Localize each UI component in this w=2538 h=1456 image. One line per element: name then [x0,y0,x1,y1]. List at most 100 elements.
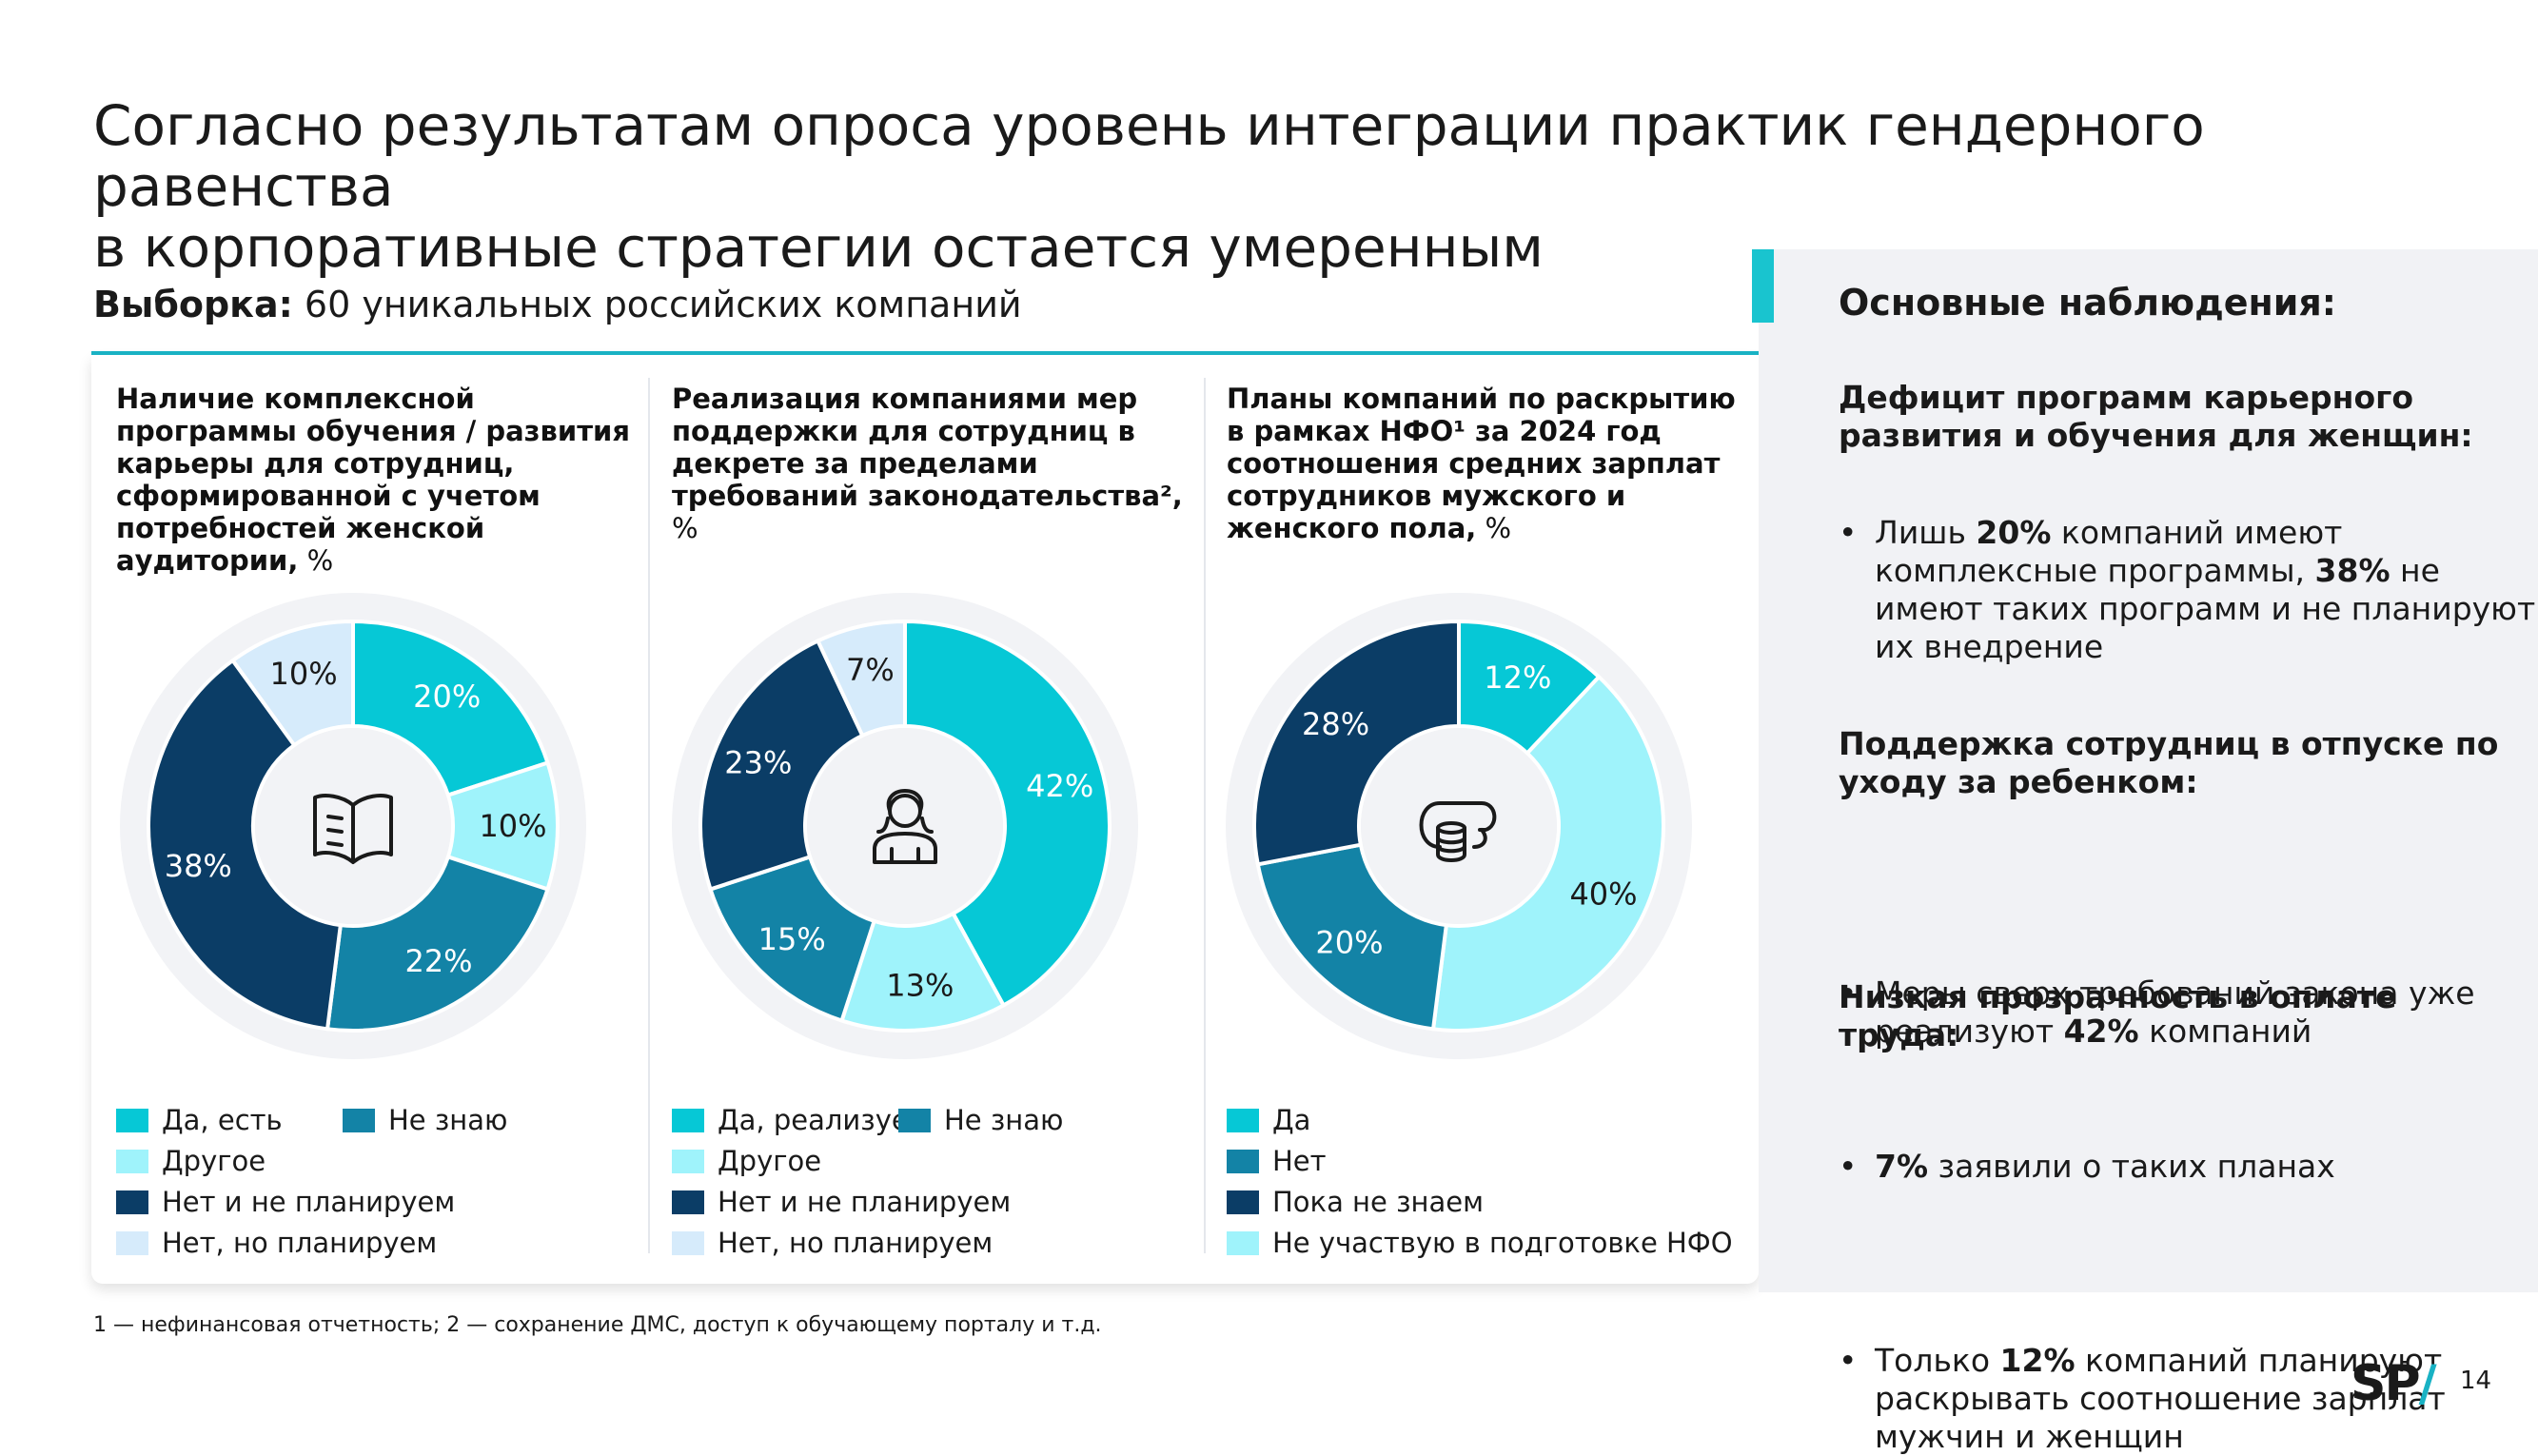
sample-text: 60 уникальных российских компаний [292,284,1022,325]
legend-label: Нет и не планируем [162,1186,456,1218]
legend-label: Пока не знаем [1272,1186,1484,1218]
chart3-title-text: Планы компаний по раскрытию в рамках НФО… [1227,383,1736,544]
slice-value-label: 20% [1315,924,1383,960]
legend-swatch [1227,1109,1259,1132]
legend-item: Нет и не планируем [672,1186,1011,1218]
legend-item: Да, реализуем [672,1104,930,1136]
text: заявили о таких планах [1928,1148,2335,1185]
chart1-title: Наличие комплексной программы обучения /… [116,383,630,577]
donut-slice [815,619,907,738]
chart2-legend: Да, реализуем Не знаю Другое Нет и не плани… [672,1104,1205,1266]
donut-slice [1252,619,1461,867]
chart1-title-text: Наличие комплексной программы обучения /… [116,383,630,577]
legend-label: Не знаю [388,1104,508,1136]
text: Только [1875,1342,2000,1379]
book-icon [313,794,393,864]
legend-swatch [116,1150,148,1173]
observation-bullet: Меры сверх требований закона уже реализу… [1839,974,2538,1051]
legend-swatch [1227,1231,1259,1255]
slice-value-label: 10% [479,808,546,844]
slice-value-label: 7% [846,652,895,688]
observation-heading-2: Поддержка сотрудниц в отпуске по уходу з… [1839,725,2499,800]
observation-bullet: 7% заявили о таких планах [1839,1148,2538,1186]
observations-accent-bar [1752,249,1774,323]
page-number: 14 [2460,1367,2492,1395]
observation-heading-3: Низкая прозрачность в оплате труда: [1839,978,2397,1053]
legend-swatch [672,1109,704,1132]
legend-label: Нет, но планируем [162,1227,438,1259]
legend-swatch [116,1109,148,1132]
highlight-value: 20% [1976,514,2052,551]
column-divider [648,378,650,1253]
legend-label: Не знаю [944,1104,1064,1136]
page-title-line1: Согласно результатам опроса уровень инте… [93,93,2205,219]
chart1-donut: 20% 10% 22% 38% 10% [120,593,586,1059]
legend-item: Не знаю [898,1104,1063,1136]
chart3-legend: Да Нет Пока не знаем Не участвую в подготов… [1227,1104,1760,1266]
legend-swatch [898,1109,931,1132]
legend-item: Пока не знаем [1227,1186,1484,1218]
donut-slice [1430,674,1665,1033]
logo-text: SP [2351,1355,2421,1412]
legend-item: Другое [116,1145,266,1177]
legend-label: Нет и не планируем [718,1186,1012,1218]
legend-swatch [1227,1190,1259,1214]
coins-icon [1419,801,1497,862]
legend-swatch [672,1231,704,1255]
legend-label: Да, есть [162,1104,283,1136]
slice-value-label: 20% [413,679,481,715]
text: Лишь [1875,514,1977,551]
chart2-title-unit: % [672,512,698,544]
legend-item: Нет, но планируем [672,1227,993,1259]
legend-swatch [1227,1150,1259,1173]
legend-swatch [672,1150,704,1173]
slice-value-label: 13% [886,967,954,1003]
chart3-donut: 12% 40% 20% 28% [1226,593,1692,1059]
legend-swatch [116,1190,148,1214]
legend-label: Другое [718,1145,822,1177]
donut-slice [903,619,1112,1009]
observations-title: Основные наблюдения: [1839,282,2337,324]
legend-swatch [116,1231,148,1255]
text: компаний имеют комплексные программы, [1875,514,2343,589]
observations-panel [1759,249,2538,1292]
donut-slice [351,619,550,798]
chart1-legend: Да, есть Не знаю Другое Нет и не планируем Н… [116,1104,649,1266]
column-divider [1204,378,1206,1253]
legend-swatch [672,1190,704,1214]
slice-value-label: 10% [270,656,338,692]
page-title-line2: в корпоративные стратегии остается умере… [93,215,1544,280]
slice-value-label: 38% [165,848,232,884]
highlight-value: 38% [2314,552,2390,589]
legend-item: Не знаю [343,1104,507,1136]
slice-value-label: 12% [1484,659,1551,696]
legend-label: Да, реализуем [718,1104,930,1136]
highlight-value: 42% [2063,1013,2139,1050]
donut-center [1361,728,1557,924]
chart2-title-text: Реализация компаниями мер поддержки для … [672,383,1183,512]
slice-value-label: 40% [1569,876,1637,913]
legend-label: Нет, но планируем [718,1227,994,1259]
chart2-donut: 42% 13% 15% 23% 7% [672,593,1138,1059]
chart2-title: Реализация компаниями мер поддержки для … [672,383,1186,544]
chart1-title-unit: % [298,544,334,577]
sample-caption: Выборка: 60 уникальных российских компан… [93,282,1022,327]
legend-item: Да [1227,1104,1310,1136]
donut-slice [325,854,550,1033]
highlight-value: 12% [1999,1342,2076,1379]
page-title: Согласно результатам опроса уровень инте… [93,95,2377,278]
legend-swatch [343,1109,375,1132]
legend-item: Да, есть [116,1104,283,1136]
donut-slice [1255,842,1449,1032]
legend-label: Да [1272,1104,1311,1136]
legend-item: Нет [1227,1145,1327,1177]
footnote: 1 — нефинансовая отчетность; 2 — сохране… [93,1313,1102,1337]
observation-bullet: Лишь 20% компаний имеют комплексные прог… [1839,514,2538,666]
text: Меры сверх требований закона уже реализу… [1875,974,2475,1050]
slice-value-label: 28% [1302,706,1369,742]
sample-label: Выборка: [93,284,293,325]
donut-slice [147,658,344,1032]
legend-label: Не участвую в подготовке НФО [1272,1227,1733,1259]
legend-item: Не участвую в подготовке НФО [1227,1227,1733,1259]
legend-item: Другое [672,1145,821,1177]
